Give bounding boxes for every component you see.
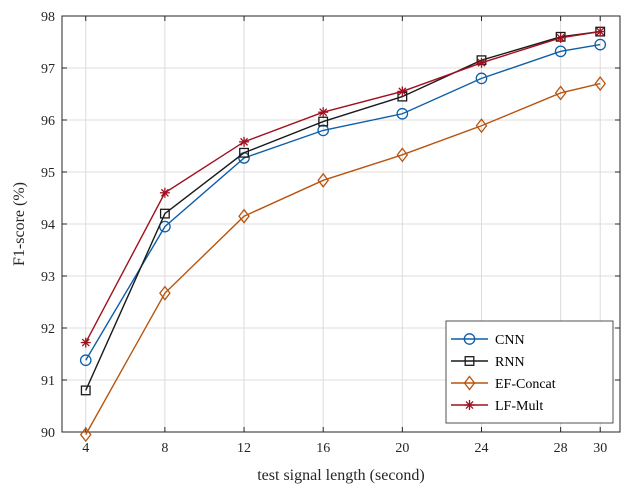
y-tick-label: 97 — [41, 62, 55, 77]
data-point-marker — [80, 385, 91, 396]
data-point-marker — [595, 26, 606, 37]
y-tick-label: 96 — [41, 114, 55, 129]
y-tick-label: 92 — [41, 322, 55, 337]
data-point-marker — [396, 107, 409, 120]
x-tick-label: 24 — [474, 441, 488, 456]
legend-marker — [464, 400, 475, 410]
series-line — [85, 30, 601, 343]
legend: CNN RNN EF-Concat LF-Mult — [445, 320, 614, 424]
legend-label: LF-Mult — [495, 399, 543, 414]
x-tick-label: 4 — [82, 441, 89, 456]
x-tick-label: 8 — [161, 441, 168, 456]
series-cnn — [79, 38, 607, 367]
series-line — [85, 43, 601, 361]
legend-label: EF-Concat — [495, 377, 556, 392]
y-tick-label: 98 — [41, 10, 55, 25]
legend-entry: RNN — [451, 355, 525, 370]
y-tick-label: 95 — [41, 166, 55, 181]
series-line — [85, 82, 601, 435]
x-tick-label: 30 — [593, 441, 607, 456]
data-point-marker — [79, 354, 92, 367]
legend-marker — [464, 356, 475, 366]
data-point-marker — [239, 136, 250, 147]
data-point-marker — [159, 285, 171, 301]
axis-ticks: 90 91 92 93 94 95 96 97 98 4 8 12 16 20 24 28 30 — [41, 10, 620, 456]
data-point-marker — [318, 116, 329, 127]
y-tick-label: 93 — [41, 270, 55, 285]
x-tick-label: 28 — [554, 441, 568, 456]
data-point-marker — [318, 107, 329, 118]
data-point-marker — [594, 38, 607, 51]
legend-marker — [463, 375, 476, 391]
data-point-marker — [555, 32, 566, 43]
data-point-marker — [159, 208, 170, 219]
data-point-marker — [317, 172, 330, 188]
data-point-marker — [594, 76, 607, 92]
y-axis-label: F1-score (%) — [11, 182, 28, 266]
data-point-marker — [80, 337, 91, 348]
data-point-marker — [396, 147, 409, 163]
x-tick-label: 12 — [237, 441, 251, 456]
x-axis-label: test signal length (second) — [257, 467, 425, 484]
y-tick-label: 94 — [41, 218, 55, 233]
legend-label: CNN — [495, 333, 525, 348]
data-point-marker — [159, 187, 170, 198]
series-lf-mult — [80, 26, 606, 348]
x-tick-label: 16 — [316, 441, 330, 456]
y-tick-label: 91 — [41, 374, 55, 389]
legend-label: RNN — [495, 355, 525, 370]
data-point-marker — [554, 85, 567, 101]
x-tick-label: 20 — [395, 441, 409, 456]
legend-entry: CNN — [451, 333, 525, 348]
data-point-marker — [317, 124, 330, 137]
series-ef-concat — [79, 76, 607, 443]
data-point-marker — [397, 86, 408, 97]
data-point-marker — [554, 45, 567, 58]
legend-entries: CNN RNN EF-Concat LF-Mult — [451, 333, 556, 414]
grid-lines — [62, 15, 620, 433]
data-point-marker — [475, 72, 488, 85]
data-point-marker — [239, 147, 249, 158]
data-point-marker — [475, 118, 488, 134]
legend-marker — [463, 333, 476, 345]
series-line — [85, 30, 601, 391]
data-point-marker — [476, 57, 487, 68]
data-point-marker — [238, 208, 250, 224]
y-tick-label: 90 — [41, 426, 55, 441]
legend-entry: EF-Concat — [451, 375, 556, 392]
legend-box — [445, 320, 614, 424]
data-point-marker — [79, 427, 92, 443]
legend-entry: LF-Mult — [451, 399, 543, 414]
series-layer — [79, 26, 607, 443]
